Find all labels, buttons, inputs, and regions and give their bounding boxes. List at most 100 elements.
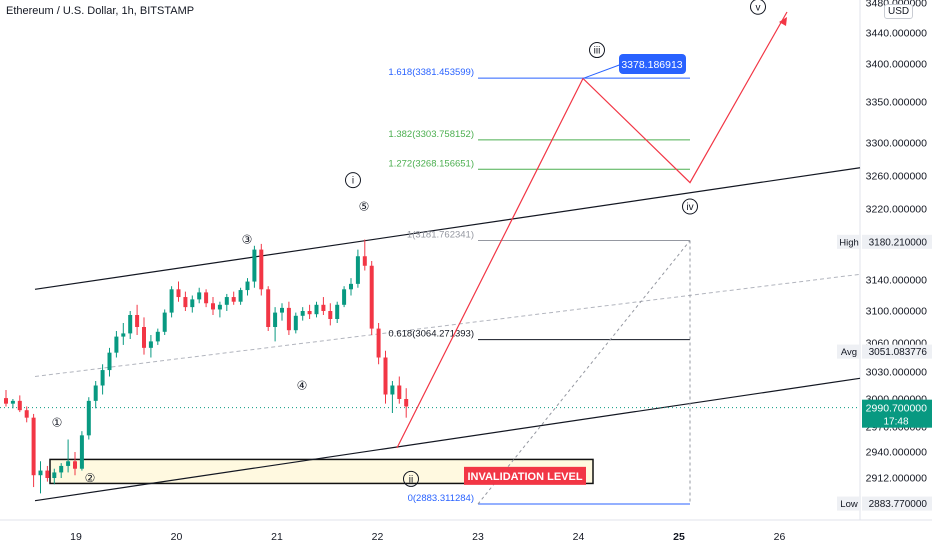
wave-label: v	[756, 2, 761, 13]
candle-body	[397, 385, 402, 399]
candle-body	[52, 472, 57, 478]
price-label-value: 3051.083776	[869, 347, 928, 358]
candle-body	[390, 385, 395, 395]
price-label-name: Low	[840, 499, 858, 510]
candle-body	[238, 290, 243, 302]
current-price-value: 2990.700000	[866, 403, 927, 415]
candle-body	[107, 352, 112, 371]
y-tick-label: 2912.000000	[866, 473, 927, 485]
wave-label-circle	[750, 0, 766, 15]
price-label-value: 3180.210000	[869, 237, 928, 248]
projection-arrowhead	[779, 17, 787, 26]
candle-body	[73, 461, 77, 469]
current-price-countdown: 17:48	[883, 417, 908, 428]
candle-body	[66, 461, 71, 466]
candle-body	[231, 297, 236, 302]
x-tick-label: 26	[774, 531, 786, 543]
candle-body	[142, 327, 146, 348]
y-tick-label: 3220.000000	[866, 204, 927, 216]
candle-body	[4, 398, 8, 404]
x-tick-label: 24	[573, 531, 585, 543]
target-callout-pointer	[582, 63, 623, 79]
invalidation-label-text: INVALIDATION LEVEL	[467, 471, 582, 483]
x-tick-label: 20	[171, 531, 183, 543]
fib-level-label: 0.618(3064.271393)	[388, 329, 474, 340]
price-label-name: Avg	[841, 347, 857, 358]
candle-body	[86, 400, 91, 436]
fib-diagonal-dashed	[477, 240, 691, 505]
candle-body	[148, 341, 153, 348]
candle-body	[135, 315, 140, 327]
candle-body	[79, 435, 84, 469]
channel-mid-line	[34, 273, 861, 377]
candle-body	[328, 311, 333, 319]
chart-title: Ethereum / U.S. Dollar, 1h, BITSTAMP	[6, 5, 195, 17]
wave-label-circle	[589, 42, 605, 59]
candle-body	[293, 315, 298, 331]
fib-level-label: 1.382(3303.758152)	[388, 129, 474, 140]
candle-body	[121, 333, 126, 337]
candle-body	[190, 299, 195, 308]
candle-body	[383, 357, 388, 395]
y-tick-label: 3440.000000	[866, 28, 927, 40]
candle-body	[162, 312, 167, 332]
candle-body	[349, 283, 353, 290]
candle-body	[217, 304, 222, 310]
candle-body	[286, 307, 291, 331]
candle-body	[176, 289, 181, 298]
wave-label-circle	[403, 470, 419, 487]
invalidation-label-box	[464, 466, 586, 485]
wave-label: ii	[409, 474, 413, 485]
candle-body	[342, 289, 347, 305]
candle-body	[307, 311, 312, 315]
wave-label: ⑤	[359, 200, 370, 214]
wave-label: ①	[52, 415, 63, 429]
candle-body	[93, 385, 98, 401]
y-tick-label: 3400.000000	[866, 59, 927, 71]
candle-body	[10, 400, 15, 404]
wave-label-circle	[682, 198, 698, 215]
candle-body	[17, 400, 22, 411]
fib-level-label: 0(2883.311284)	[408, 493, 474, 504]
candle-body	[183, 297, 188, 308]
price-label-name-bg	[837, 344, 861, 359]
price-axis-panel[interactable]	[860, 0, 932, 550]
x-tick-label: 19	[70, 531, 82, 543]
candle-body	[114, 336, 119, 353]
price-label-name-bg	[837, 234, 861, 249]
candle-body	[362, 256, 367, 266]
current-price-box	[862, 399, 932, 428]
candle-body	[45, 470, 50, 478]
candle-body	[100, 370, 105, 386]
projection-path	[396, 11, 788, 449]
candle-body	[280, 307, 284, 313]
wave-label: ②	[85, 471, 96, 485]
candle-body	[273, 312, 278, 327]
y-tick-label: 3260.000000	[866, 171, 927, 183]
candle-body	[155, 331, 160, 342]
y-tick-label: 3140.000000	[866, 275, 927, 287]
candle-body	[300, 311, 305, 316]
currency-button[interactable]: USD	[884, 4, 914, 19]
candle-body	[369, 265, 374, 329]
wave-label: ③	[242, 233, 253, 247]
wave-label: i	[352, 176, 354, 187]
candle-body	[204, 292, 209, 304]
y-tick-label: 3350.000000	[866, 97, 927, 109]
x-tick-label: 21	[271, 531, 283, 543]
fib-level-label: 1.272(3268.156651)	[388, 158, 474, 169]
price-label-name: High	[839, 237, 859, 248]
candle-body	[128, 315, 133, 334]
x-tick-label: 23	[472, 531, 484, 543]
candle-body	[266, 289, 271, 327]
channel-upper-line	[34, 167, 861, 290]
candle-body	[314, 304, 319, 315]
candle-body	[224, 297, 229, 305]
candle-body	[38, 470, 43, 476]
price-label-value: 2883.770000	[869, 499, 928, 510]
candle-body	[59, 465, 64, 473]
y-tick-label: 3100.000000	[866, 306, 927, 318]
candle-body	[355, 256, 360, 284]
wave-label: iii	[594, 46, 601, 57]
